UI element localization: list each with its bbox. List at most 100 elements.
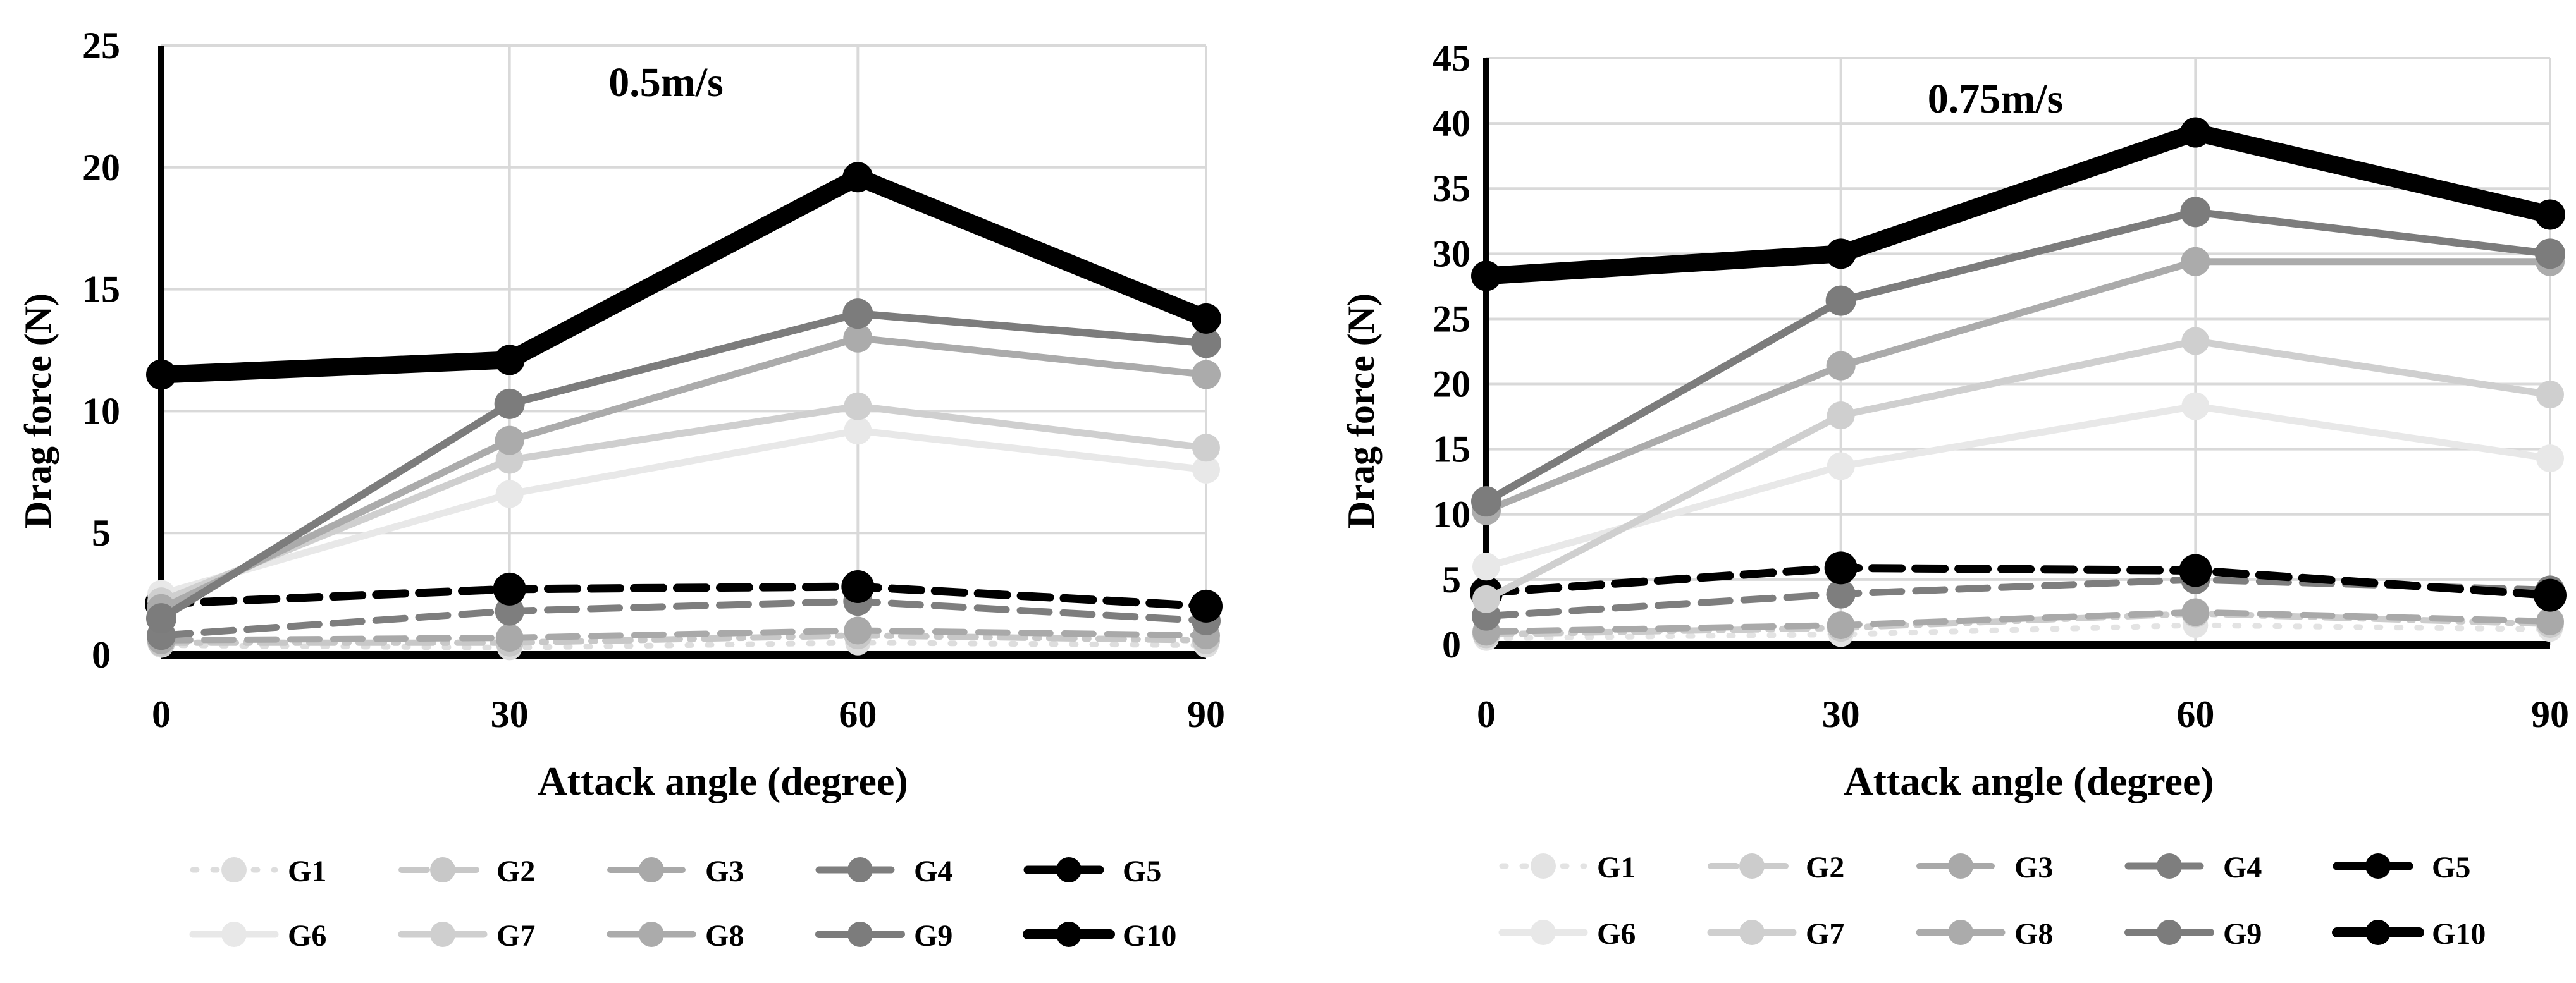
legend-entry-G2: G2 bbox=[398, 855, 535, 888]
data-point-G8 bbox=[843, 323, 873, 353]
legend-marker-G3 bbox=[639, 857, 664, 882]
chart-0-x-axis-label: Attack angle (degree) bbox=[538, 759, 908, 803]
legend-entry-G3: G3 bbox=[1916, 851, 2053, 884]
data-point-G10 bbox=[1471, 260, 1501, 291]
series-G7 bbox=[1472, 327, 2564, 613]
chart-1-y-tick-label: 5 bbox=[1442, 559, 1461, 601]
legend-marker-G9 bbox=[2157, 920, 2182, 945]
series-G9 bbox=[146, 298, 1221, 634]
chart-0-series bbox=[145, 162, 1223, 661]
chart-1-y-tick-label: 45 bbox=[1433, 37, 1470, 79]
legend-label-G3: G3 bbox=[2014, 851, 2053, 884]
data-point-G10 bbox=[2535, 199, 2565, 230]
legend-marker-G6 bbox=[221, 922, 247, 947]
data-point-G9 bbox=[842, 298, 873, 329]
legend-label-G1: G1 bbox=[1597, 851, 1636, 884]
legend-marker-G8 bbox=[639, 922, 664, 947]
chart-1-y-tick-label: 20 bbox=[1433, 363, 1470, 405]
legend-marker-G4 bbox=[847, 857, 873, 882]
legend-marker-G5 bbox=[1056, 857, 1082, 882]
chart-1-y-tick-label: 40 bbox=[1433, 102, 1470, 144]
chart-1-x-tick-label: 0 bbox=[1477, 693, 1496, 735]
legend-entry-G3: G3 bbox=[607, 855, 744, 888]
series-G7 bbox=[147, 392, 1220, 616]
chart-0-y-axis-label: Drag force (N) bbox=[17, 293, 59, 528]
series-line-G2 bbox=[158, 632, 1209, 646]
series-line-G6 bbox=[1482, 403, 2554, 570]
legend-marker-G10 bbox=[1056, 922, 1082, 947]
chart-1-y-axis-label: Drag force (N) bbox=[1340, 293, 1382, 528]
legend-entry-G7: G7 bbox=[1707, 917, 1844, 951]
legend-label-G4: G4 bbox=[2223, 851, 2262, 884]
legend-marker-G8 bbox=[1948, 920, 1973, 945]
chart-1-y-tick-label: 10 bbox=[1433, 494, 1470, 535]
data-point-G6 bbox=[2181, 392, 2210, 420]
data-point-G7 bbox=[844, 392, 872, 420]
chart-0-y-tick-label: 10 bbox=[82, 390, 120, 432]
legend-label-G10: G10 bbox=[1123, 919, 1176, 953]
legend-label-G10: G10 bbox=[2432, 917, 2486, 951]
data-point-G6 bbox=[1192, 455, 1220, 484]
data-point-G7 bbox=[2536, 381, 2564, 409]
legend-label-G6: G6 bbox=[288, 919, 326, 953]
chart-0-y-tick-label: 5 bbox=[92, 512, 111, 554]
legend-label-G9: G9 bbox=[2223, 917, 2262, 951]
chart-0-legend: G1 G2 G3 G4 G5 G6 G7 G8 G9 G10 bbox=[189, 855, 1176, 953]
series-line-G10 bbox=[152, 168, 1215, 384]
legend-entry-G6: G6 bbox=[1498, 917, 1636, 951]
chart-1-y-tick-label: 0 bbox=[1442, 624, 1461, 666]
data-point-G7 bbox=[1827, 401, 1855, 430]
legend-entry-G5: G5 bbox=[1023, 855, 1161, 888]
chart-0-y-tick-label: 0 bbox=[92, 634, 111, 676]
data-point-G7 bbox=[1472, 585, 1500, 613]
chart-1-grid bbox=[1486, 57, 2551, 645]
legend-marker-G2 bbox=[430, 857, 455, 882]
chart-1-title: 0.75m/s bbox=[1928, 76, 2064, 122]
chart-1-x-tick-label: 30 bbox=[1822, 693, 1860, 735]
chart-1-y-tick-label: 35 bbox=[1433, 168, 1470, 209]
data-point-G5 bbox=[2534, 578, 2567, 612]
chart-0.75-ms: 0 5 10 15 20 25 30 35 40 45 0 30 60 90 0.75m/s Attack… bbox=[1340, 37, 2569, 951]
data-point-G9 bbox=[146, 603, 176, 634]
series-line-G8 bbox=[157, 334, 1210, 613]
chart-1-series bbox=[1470, 117, 2567, 651]
series-line-G5 bbox=[157, 582, 1211, 611]
chart-1-x-axis-label: Attack angle (degree) bbox=[1844, 759, 2214, 803]
data-point-G10 bbox=[2180, 117, 2211, 148]
data-point-G6 bbox=[1827, 452, 1855, 480]
chart-1-x-tick-label: 90 bbox=[2531, 693, 2569, 735]
series-G10 bbox=[146, 162, 1221, 390]
chart-0.5-ms: 0 5 10 15 20 25 0 30 60 90 0.5m/s Attack angle (d… bbox=[17, 25, 1225, 953]
chart-0-axes: 0 5 10 15 20 25 0 30 60 90 bbox=[82, 25, 1225, 735]
legend-entry-G8: G8 bbox=[607, 919, 744, 953]
chart-0-x-tick-label: 60 bbox=[839, 693, 877, 735]
legend-label-G1: G1 bbox=[288, 855, 326, 888]
legend-entry-G4: G4 bbox=[815, 855, 952, 888]
chart-1-y-tick-label: 15 bbox=[1433, 429, 1470, 470]
legend-entry-G1: G1 bbox=[190, 855, 326, 888]
chart-0-x-tick-label: 30 bbox=[491, 693, 529, 735]
legend-label-G2: G2 bbox=[496, 855, 535, 888]
data-point-G8 bbox=[1826, 351, 1856, 381]
series-G6 bbox=[1472, 392, 2564, 581]
data-point-G10 bbox=[842, 162, 873, 193]
data-point-G5 bbox=[841, 570, 875, 604]
legend-label-G5: G5 bbox=[2432, 851, 2470, 884]
legend-label-G8: G8 bbox=[705, 919, 744, 953]
legend-entry-G4: G4 bbox=[2124, 851, 2262, 884]
series-line-G1 bbox=[1483, 622, 2553, 642]
legend-entry-G10: G10 bbox=[1023, 919, 1176, 953]
legend-marker-G7 bbox=[430, 922, 455, 947]
chart-1-axes: 0 5 10 15 20 25 30 35 40 45 0 30 60 90 bbox=[1433, 37, 2569, 735]
data-point-G4 bbox=[1826, 579, 1856, 609]
legend-label-G4: G4 bbox=[914, 855, 952, 888]
data-point-G9 bbox=[2180, 197, 2211, 228]
legend-marker-G3 bbox=[1948, 853, 1973, 879]
series-line-G1 bbox=[158, 640, 1209, 650]
data-point-G6 bbox=[844, 417, 872, 445]
data-point-G8 bbox=[495, 425, 524, 455]
legend-entry-G1: G1 bbox=[1499, 851, 1636, 884]
series-line-G3 bbox=[1483, 609, 2553, 635]
legend-entry-G5: G5 bbox=[2333, 851, 2470, 884]
